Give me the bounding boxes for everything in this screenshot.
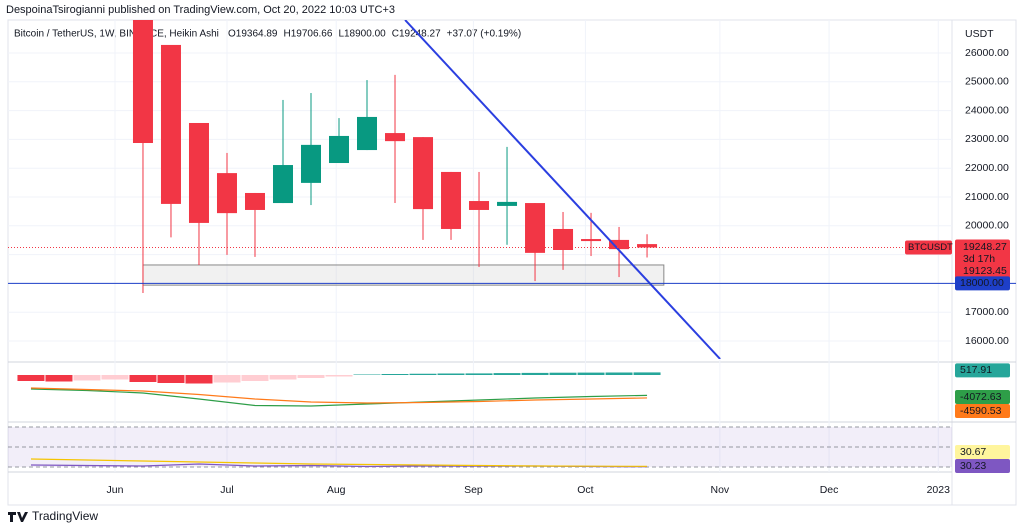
ohlc-value: H19706.66 <box>284 29 333 40</box>
last-price: 19248.27 <box>963 241 1007 253</box>
legend: Bitcoin / TetherUS, 1W, BINANCE, Heikin … <box>14 29 521 40</box>
level-price: 18000.00 <box>960 277 1004 289</box>
macd-hist-bar <box>185 375 213 384</box>
ohlc-value: O19364.89 <box>228 29 278 40</box>
macd-hist-bar <box>241 375 269 381</box>
rsi-ma-value: 30.67 <box>960 446 986 458</box>
candle-body <box>244 192 265 210</box>
y-tick-label: 17000.00 <box>965 306 1009 318</box>
macd-hist-bar <box>633 372 661 375</box>
rsi-value: 30.23 <box>960 460 986 472</box>
level-price-bg <box>955 276 1010 291</box>
macd-hist-bar <box>17 375 45 381</box>
macd-hist-bar <box>297 375 325 378</box>
candle-body <box>357 116 378 151</box>
change: +37.07 (+0.19%) <box>447 29 522 40</box>
x-tick-label: Nov <box>711 484 730 496</box>
y-tick-label: 25000.00 <box>965 76 1009 88</box>
signal-value: -4590.53 <box>960 405 1002 417</box>
macd-hist-bar <box>213 375 241 383</box>
symbol: Bitcoin / TetherUS, 1W, BINANCE, Heikin … <box>14 29 219 40</box>
countdown: 3d 17h <box>963 253 995 265</box>
other-price: 19123.45 <box>963 265 1007 277</box>
y-tick-label: 24000.00 <box>965 104 1009 116</box>
macd-hist-bar <box>577 372 605 375</box>
macd-hist-bar <box>101 375 129 380</box>
macd-hist-value: 517.91 <box>960 364 992 376</box>
macd-hist-bar <box>129 375 157 382</box>
ohlc-value: L18900.00 <box>338 29 386 40</box>
y-tick-label: 20000.00 <box>965 220 1009 232</box>
header: DespoinaTsirogianni published on Trading… <box>6 4 395 16</box>
ohlc-value: C19248.27 <box>392 29 441 40</box>
macd-hist-bar <box>521 372 549 375</box>
logo <box>8 512 28 522</box>
zone <box>142 264 665 286</box>
frame <box>7 19 1017 506</box>
y-tick-label: 21000.00 <box>965 191 1009 203</box>
rsi-ma-value-bg <box>955 445 1010 459</box>
candle-body <box>160 44 181 204</box>
candle-body <box>188 122 209 223</box>
candle-body <box>132 20 153 144</box>
y-tick-label: 26000.00 <box>965 47 1009 59</box>
candle-body <box>413 137 434 210</box>
x-tick-label: Jun <box>107 484 124 496</box>
ticker-bg <box>905 240 952 255</box>
macd-value: -4072.63 <box>960 391 1002 403</box>
macd-value-bg <box>955 390 1010 404</box>
candle-body <box>329 135 350 164</box>
y-tick-label: 23000.00 <box>965 133 1009 145</box>
candle-body <box>441 171 462 229</box>
candle-body <box>272 165 293 204</box>
signal-value-bg <box>955 404 1010 418</box>
macd-hist-bar <box>409 373 437 375</box>
brand-name: TradingView <box>32 509 98 523</box>
last-price-bg <box>955 239 1010 280</box>
candle-body <box>216 173 237 214</box>
rsi-line <box>30 458 648 467</box>
macd-hist-bar <box>157 375 185 383</box>
candle-body <box>469 201 490 210</box>
plot <box>132 20 721 359</box>
macd-hist-bar <box>381 374 409 375</box>
x-tick-label: Dec <box>820 484 839 496</box>
macd-hist-bar <box>437 373 465 375</box>
macd-hist-bar <box>269 375 297 380</box>
macd-hist-bar <box>465 373 493 375</box>
brand: TradingView <box>8 509 98 523</box>
candle-body <box>300 144 321 183</box>
candle-body <box>609 239 630 250</box>
macd-hist-bar <box>353 374 381 375</box>
candle-body <box>385 133 406 142</box>
rsi-value-bg <box>955 459 1010 473</box>
candle-body <box>581 239 602 242</box>
macd-hist-value-bg <box>955 363 1010 378</box>
candle-body <box>553 228 574 250</box>
candle-body <box>525 203 546 253</box>
candle-body <box>497 201 518 206</box>
macd-hist-bar <box>549 372 577 375</box>
x-tick-label: Aug <box>327 484 346 496</box>
macd-hist-bar <box>605 372 633 375</box>
currency: USDT <box>965 28 994 40</box>
macd-hist-bar <box>325 375 353 377</box>
macd-line <box>30 388 648 407</box>
macd-hist-bar <box>73 375 101 381</box>
trendline <box>404 20 721 359</box>
x-tick-label: Jul <box>220 484 233 496</box>
macd-line <box>30 387 648 404</box>
y-tick-label: 22000.00 <box>965 162 1009 174</box>
macd-hist-bar <box>45 375 73 382</box>
ticker: BTCUSDT <box>908 242 953 253</box>
candle-body <box>637 244 658 248</box>
y-tick-label: 16000.00 <box>965 335 1009 347</box>
x-tick-label: 2023 <box>927 484 951 496</box>
x-tick-label: Oct <box>577 484 593 496</box>
x-tick-label: Sep <box>464 484 483 496</box>
macd-hist-bar <box>493 373 521 375</box>
